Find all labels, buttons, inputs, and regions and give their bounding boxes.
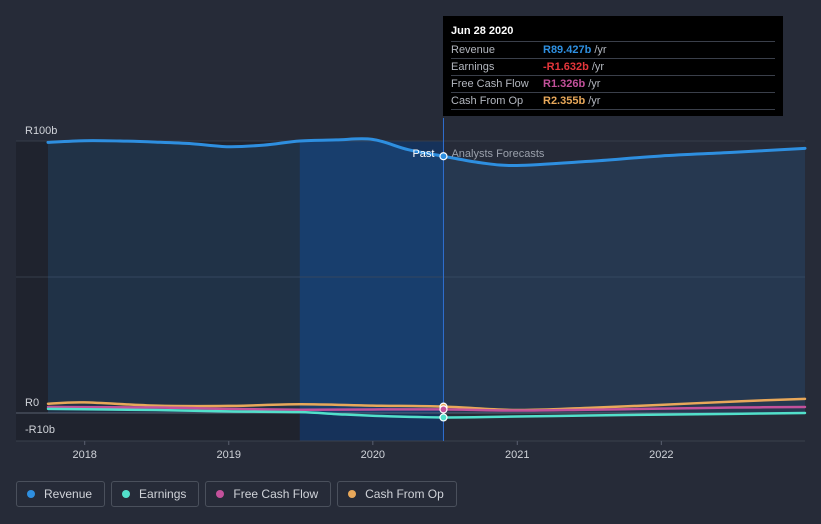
legend-dot-icon <box>27 490 35 498</box>
revenue-area <box>48 138 805 413</box>
legend-item-earnings[interactable]: Earnings <box>111 481 200 507</box>
legend-item-revenue[interactable]: Revenue <box>16 481 106 507</box>
forecast-label: Analysts Forecasts <box>451 148 544 160</box>
tooltip-row-free-cash-flow: Free Cash Flow R1.326b /yr <box>451 75 775 92</box>
legend-label: Free Cash Flow <box>233 487 319 501</box>
x-tick-label: 2020 <box>361 449 385 461</box>
tooltip-unit: /yr <box>594 44 607 56</box>
tooltip-value: R1.326b <box>543 78 586 90</box>
legend-item-cash-from-op[interactable]: Cash From Op <box>337 481 457 507</box>
x-tick-label: 2018 <box>72 449 96 461</box>
y-tick-label: R0 <box>25 397 39 409</box>
tooltip-unit: /yr <box>591 61 605 73</box>
tooltip-label: Revenue <box>451 44 496 56</box>
earnings-line <box>46 407 807 419</box>
tooltip-row-cash-from-op: Cash From Op R2.355b /yr <box>451 92 775 110</box>
tooltip-date: Jun 28 2020 <box>451 25 514 37</box>
tooltip-row-earnings: Earnings -R1.632b /yr <box>451 58 775 75</box>
legend-dot-icon <box>122 490 131 498</box>
legend-label: Earnings <box>139 487 187 501</box>
legend-item-free-cash-flow[interactable]: Free Cash Flow <box>205 481 332 507</box>
tooltip-value: R89.427b <box>543 44 592 56</box>
free-cash-flow-marker <box>439 405 448 414</box>
hover-tooltip: Jun 28 2020 Revenue R89.427b /yr Earning… <box>443 16 783 116</box>
chart-legend: Revenue Earnings Free Cash Flow Cash Fro… <box>16 481 457 507</box>
tooltip-value: R2.355b <box>543 95 586 107</box>
tooltip-unit: /yr <box>588 95 601 107</box>
legend-dot-icon <box>348 490 357 498</box>
tooltip-label: Free Cash Flow <box>451 78 529 90</box>
y-tick-label: -R10b <box>25 424 55 436</box>
legend-label: Cash From Op <box>365 487 444 501</box>
tooltip-label: Earnings <box>451 61 495 73</box>
tooltip-row-revenue: Revenue R89.427b /yr <box>451 41 775 58</box>
revenue-marker <box>439 152 448 161</box>
legend-label: Revenue <box>44 487 93 501</box>
tooltip-value: -R1.632b <box>543 61 589 73</box>
tooltip-rows: Revenue R89.427b /yr Earnings -R1.632b /… <box>451 41 775 110</box>
cash-from-op-line <box>46 397 807 412</box>
x-tick-label: 2019 <box>217 449 241 461</box>
x-tick-label: 2022 <box>649 449 673 461</box>
earnings-marker <box>439 413 448 422</box>
past-shaded-region <box>16 141 300 441</box>
tooltip-label: Cash From Op <box>451 95 524 107</box>
highlight-region <box>299 141 444 441</box>
revenue-line <box>46 137 807 167</box>
legend-dot-icon <box>216 490 225 498</box>
x-tick-label: 2021 <box>505 449 529 461</box>
y-tick-label: R100b <box>25 125 57 137</box>
past-label: Past <box>412 148 434 160</box>
tooltip-unit: /yr <box>588 78 601 90</box>
